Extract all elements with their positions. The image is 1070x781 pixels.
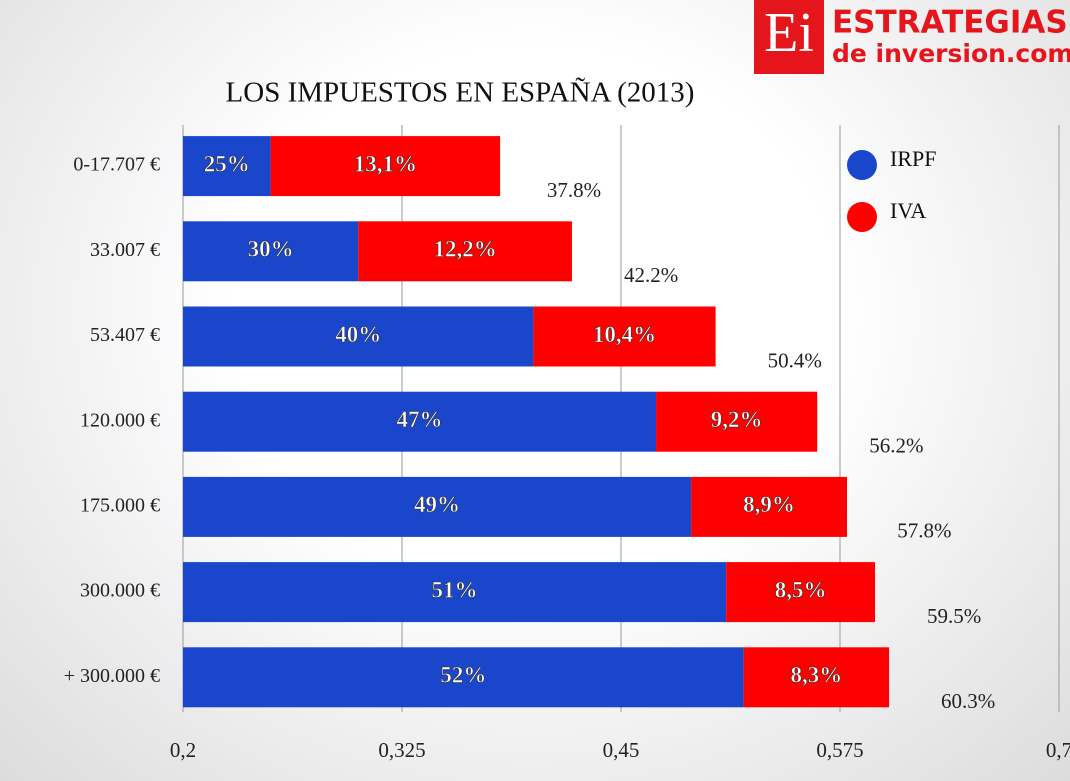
- y-tick-label: 300.000 €: [80, 580, 160, 602]
- bar: [691, 476, 848, 537]
- legend-marker: [847, 150, 877, 180]
- y-tick-label: + 300.000 €: [64, 665, 160, 687]
- y-tick-label: 175.000 €: [80, 494, 160, 516]
- data-label: 49%: [414, 492, 460, 517]
- data-label: 10,4%: [593, 322, 656, 347]
- data-label: 47%: [397, 407, 443, 432]
- bar: [183, 136, 271, 197]
- logo: Ei ESTRATEGIAS de inversion.com: [754, 0, 1070, 74]
- data-label: 40%: [335, 322, 381, 347]
- x-tick-label: 0,575: [816, 738, 863, 762]
- y-tick-label: 120.000 €: [80, 409, 160, 431]
- bar: [183, 647, 744, 708]
- y-tick-label: 53.407 €: [90, 324, 160, 346]
- data-label: 8,3%: [790, 663, 842, 688]
- total-label: 42.2%: [624, 263, 678, 287]
- bar: [183, 221, 359, 282]
- data-label: 52%: [440, 663, 486, 688]
- data-label: 12,2%: [433, 237, 496, 262]
- y-tick-label: 33.007 €: [90, 239, 160, 261]
- data-label: 30%: [248, 237, 294, 262]
- total-label: 56.2%: [869, 434, 923, 458]
- legend-label: IVA: [890, 198, 926, 223]
- logo-box: [754, 0, 824, 74]
- logo-mark: Ei: [764, 2, 814, 64]
- total-label: 37.8%: [547, 178, 601, 202]
- legend-label: IRPF: [890, 146, 936, 171]
- bar: [358, 221, 572, 282]
- data-label: 8,9%: [743, 492, 795, 517]
- total-label: 60.3%: [941, 689, 995, 713]
- data-label: 13,1%: [354, 151, 417, 176]
- y-tick-label: 0-17.707 €: [73, 154, 160, 176]
- bar: [743, 647, 890, 708]
- bar: [183, 391, 657, 452]
- bar: [183, 476, 692, 537]
- bar: [270, 136, 501, 197]
- data-label: 8,5%: [775, 577, 827, 602]
- total-label: 50.4%: [768, 348, 822, 372]
- data-label: 25%: [204, 151, 250, 176]
- total-label: 59.5%: [927, 604, 981, 628]
- bar: [183, 306, 534, 367]
- x-tick-label: 0,45: [603, 738, 640, 762]
- data-label: 9,2%: [711, 407, 763, 432]
- x-tick-label: 0,325: [378, 738, 425, 762]
- logo-text: ESTRATEGIAS: [832, 5, 1068, 41]
- bar: [656, 391, 818, 452]
- x-tick-label: 0,7: [1046, 738, 1070, 762]
- logo-text: de inversion.com: [832, 39, 1070, 68]
- total-label: 57.8%: [897, 519, 951, 543]
- legend-marker: [847, 202, 877, 232]
- x-tick-label: 0,2: [170, 738, 196, 762]
- bar: [533, 306, 716, 367]
- data-label: 51%: [432, 577, 478, 602]
- bar: [183, 562, 727, 623]
- bar: [726, 562, 876, 623]
- chart-title: LOS IMPUESTOS EN ESPAÑA (2013): [226, 77, 695, 109]
